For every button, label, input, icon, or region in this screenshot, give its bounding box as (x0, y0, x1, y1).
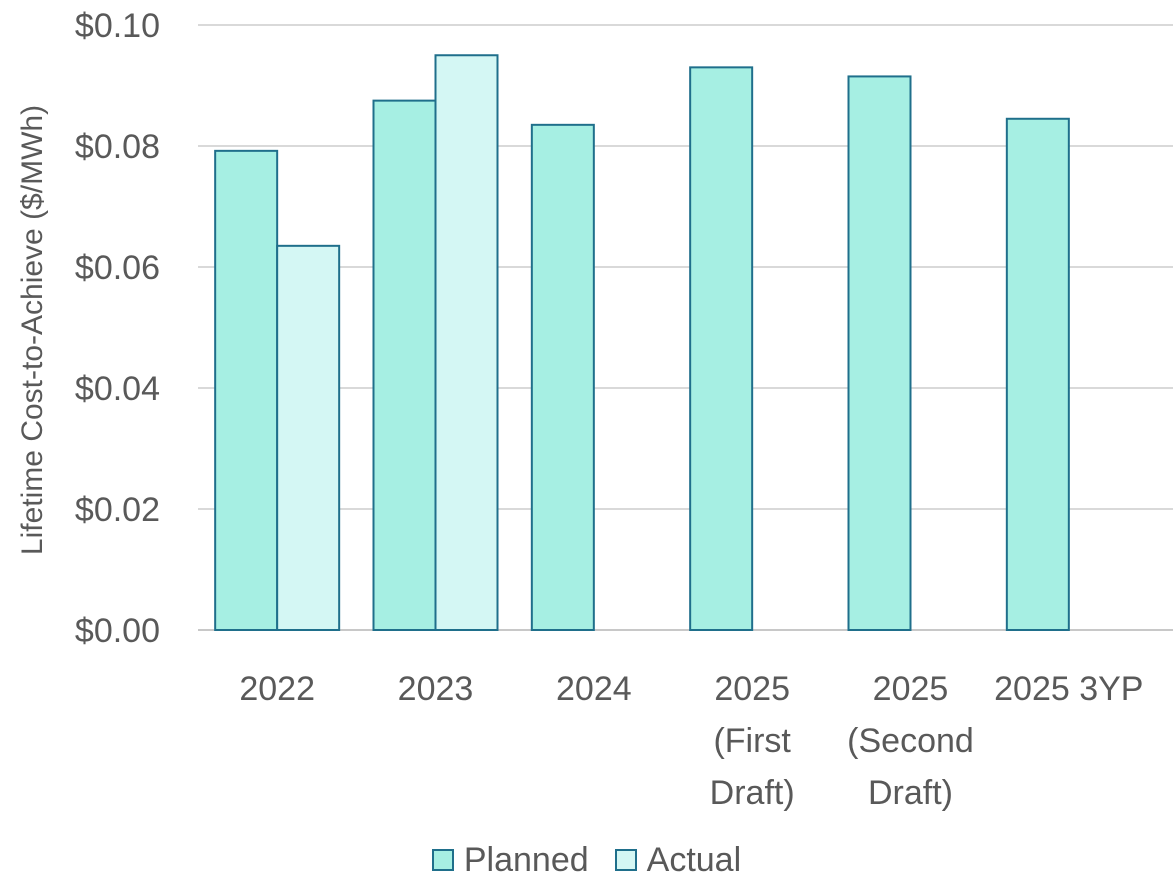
bar-planned (214, 149, 279, 631)
x-category-label: 2025 3YP (994, 670, 1143, 708)
bar-planned (372, 99, 437, 631)
y-tick-label: $0.04 (75, 370, 160, 408)
y-axis-label: Lifetime Cost-to-Achieve ($/MWh) (16, 105, 49, 555)
bar-planned (847, 75, 912, 632)
bar-actual (276, 244, 341, 631)
bar-chart: $0.00$0.02$0.04$0.06$0.08$0.10 2022 2023 2… (16, 7, 1173, 812)
bars (214, 54, 1070, 632)
legend-swatch-actual (614, 849, 637, 871)
bar-planned (1005, 117, 1070, 632)
y-tick-label: $0.10 (75, 7, 160, 45)
x-category-label: 2025 (Second Draft) (847, 670, 974, 812)
legend: Planned Actual (0, 838, 1173, 882)
bar-planned (530, 123, 595, 631)
y-tick-label: $0.00 (75, 612, 160, 650)
legend-label-planned: Planned (463, 840, 589, 879)
x-category-label: 2024 (556, 670, 632, 708)
y-axis-ticks: $0.00 $0.02 $0.04 $0.06 $0.08 $0.10 (75, 7, 160, 650)
legend-item-actual: Actual (614, 840, 742, 880)
y-tick-label: $0.02 (75, 491, 160, 529)
x-category-label: 2022 (239, 670, 315, 708)
legend-swatch-planned (431, 849, 454, 871)
y-tick-label: $0.08 (75, 128, 160, 166)
x-category-label: 2023 (398, 670, 474, 708)
legend-label-actual: Actual (646, 840, 742, 879)
x-axis-categories: 2022 2023 2024 2025 (First Draft) 2025 (Second D… (239, 670, 1143, 812)
legend-item-planned: Planned (431, 840, 589, 880)
x-category-label: 2025 (First Draft) (710, 670, 795, 812)
y-tick-label: $0.06 (75, 249, 160, 287)
bar-planned (689, 66, 754, 632)
bar-actual (434, 54, 499, 631)
